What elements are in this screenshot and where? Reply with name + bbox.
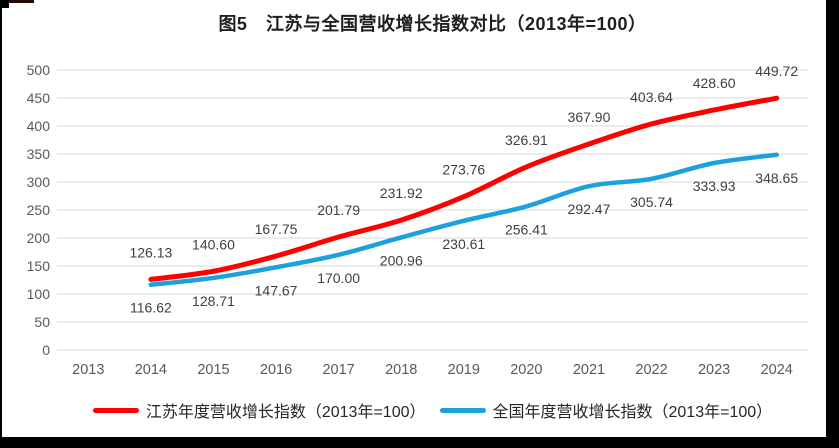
data-label: 231.92 bbox=[380, 185, 423, 201]
scan-edge-left bbox=[0, 0, 2, 448]
y-tick-label: 150 bbox=[27, 258, 51, 274]
data-label: 449.72 bbox=[755, 63, 798, 79]
data-label: 147.67 bbox=[255, 282, 298, 298]
data-label: 167.75 bbox=[255, 221, 298, 237]
legend-label-jiangsu: 江苏年度营收增长指数（2013年=100） bbox=[145, 404, 426, 421]
x-tick-label: 2014 bbox=[135, 362, 167, 378]
y-tick-label: 350 bbox=[27, 146, 51, 162]
scan-edge-bottom bbox=[0, 437, 839, 448]
y-tick-label: 0 bbox=[42, 342, 50, 358]
y-tick-label: 50 bbox=[34, 314, 50, 330]
scan-corner-mark bbox=[0, 0, 9, 8]
x-tick-label: 2017 bbox=[322, 362, 354, 378]
legend-item-jiangsu: 江苏年度营收增长指数（2013年=100） bbox=[92, 398, 426, 422]
legend-item-national: 全国年度营收增长指数（2013年=100） bbox=[439, 398, 773, 422]
chart-legend: 江苏年度营收增长指数（2013年=100） 全国年度营收增长指数（2013年=1… bbox=[57, 398, 808, 422]
chart-title: 图5 江苏与全国营收增长指数对比（2013年=100） bbox=[218, 14, 647, 34]
x-tick-label: 2020 bbox=[510, 362, 542, 378]
y-tick-label: 450 bbox=[27, 90, 51, 106]
legend-label-national: 全国年度营收增长指数（2013年=100） bbox=[492, 404, 773, 421]
x-tick-label: 2023 bbox=[698, 362, 730, 378]
data-label: 348.65 bbox=[755, 170, 798, 186]
x-tick-label: 2013 bbox=[72, 362, 104, 378]
data-label: 256.41 bbox=[505, 221, 548, 237]
x-tick-label: 2018 bbox=[385, 362, 417, 378]
series-line-1 bbox=[148, 152, 779, 287]
data-label: 428.60 bbox=[693, 75, 736, 91]
data-label: 367.90 bbox=[568, 109, 611, 125]
data-label: 305.74 bbox=[630, 194, 673, 210]
data-label: 230.61 bbox=[442, 236, 485, 252]
data-label: 128.71 bbox=[192, 293, 235, 309]
y-tick-label: 300 bbox=[27, 174, 51, 190]
data-label: 140.60 bbox=[192, 236, 235, 252]
data-label: 403.64 bbox=[630, 89, 673, 105]
data-label: 116.62 bbox=[130, 300, 172, 316]
x-tick-label: 2021 bbox=[573, 362, 605, 378]
y-tick-label: 100 bbox=[27, 286, 51, 302]
data-label: 126.13 bbox=[129, 244, 172, 260]
x-tick-label: 2019 bbox=[448, 362, 480, 378]
data-label: 292.47 bbox=[568, 201, 611, 217]
series-line-0 bbox=[148, 95, 780, 282]
y-tick-label: 500 bbox=[27, 62, 51, 78]
x-tick-label: 2024 bbox=[761, 362, 793, 378]
x-tick-label: 2015 bbox=[197, 362, 229, 378]
data-label: 170.00 bbox=[317, 270, 360, 286]
x-tick-label: 2016 bbox=[260, 362, 292, 378]
data-label: 326.91 bbox=[505, 132, 548, 148]
legend-line-swatch-blue bbox=[439, 407, 486, 413]
y-tick-label: 250 bbox=[27, 202, 51, 218]
legend-line-swatch-red bbox=[92, 407, 139, 413]
data-label: 200.96 bbox=[380, 252, 423, 268]
y-tick-label: 200 bbox=[27, 230, 51, 246]
data-label: 273.76 bbox=[442, 162, 485, 178]
data-label: 333.93 bbox=[693, 178, 736, 194]
scan-edge-right bbox=[826, 0, 839, 448]
y-tick-label: 400 bbox=[27, 118, 51, 134]
x-tick-label: 2022 bbox=[635, 362, 667, 378]
data-label: 201.79 bbox=[317, 202, 360, 218]
scan-corner-smudge bbox=[0, 0, 34, 3]
